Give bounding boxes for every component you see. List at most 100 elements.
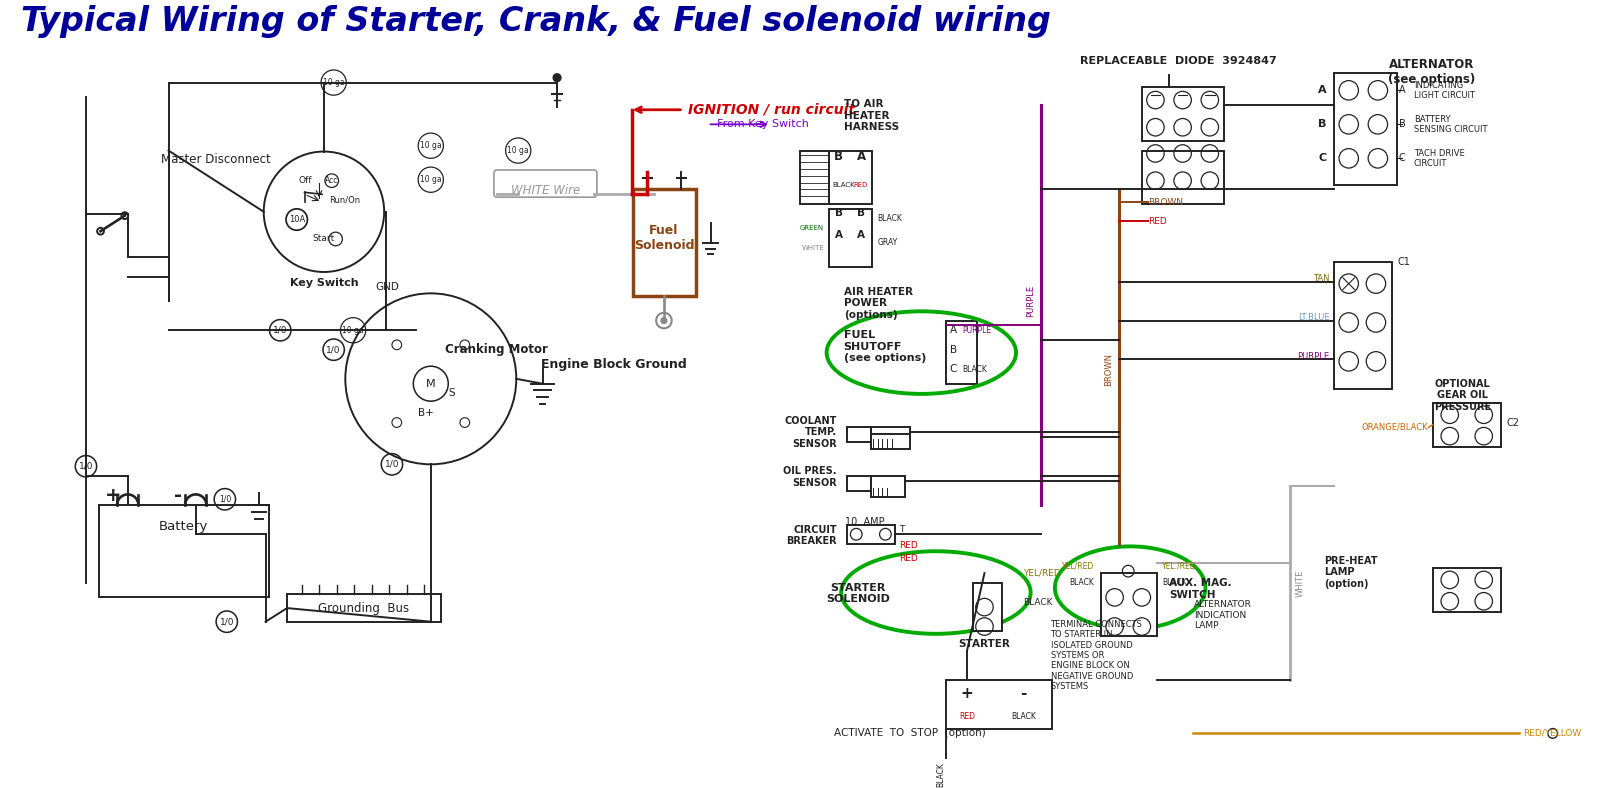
Text: A: A xyxy=(856,151,866,163)
Text: AIR HEATER
POWER
(options): AIR HEATER POWER (options) xyxy=(843,287,912,320)
Text: 1/0: 1/0 xyxy=(384,460,398,469)
Text: 10 ga: 10 ga xyxy=(419,141,442,151)
Text: -: - xyxy=(174,486,182,505)
Text: B: B xyxy=(1398,119,1405,129)
Bar xyxy=(1434,403,1501,447)
Text: BLACK: BLACK xyxy=(1069,578,1094,587)
Text: Engine Block Ground: Engine Block Ground xyxy=(541,358,686,371)
Text: OPTIONAL
GEAR OIL
PRESSURE: OPTIONAL GEAR OIL PRESSURE xyxy=(1434,379,1491,412)
Text: LT.BLUE: LT.BLUE xyxy=(1298,313,1330,322)
Text: Typical Wiring of Starter, Crank, & Fuel solenoid wiring: Typical Wiring of Starter, Crank, & Fuel… xyxy=(21,5,1051,38)
Bar xyxy=(1334,262,1392,388)
Text: WHITE Wire: WHITE Wire xyxy=(510,184,581,196)
Text: RED: RED xyxy=(1147,217,1166,226)
Text: M: M xyxy=(426,379,435,388)
Text: ALTERNATOR
(see options): ALTERNATOR (see options) xyxy=(1387,58,1475,86)
Text: WHITE: WHITE xyxy=(1296,569,1304,597)
Text: Fuel
Solenoid: Fuel Solenoid xyxy=(634,224,694,252)
Text: T: T xyxy=(899,525,904,534)
Text: RED: RED xyxy=(899,541,918,550)
Text: BLACK: BLACK xyxy=(878,214,902,223)
Text: Start: Start xyxy=(312,235,334,243)
Text: YEL/RED: YEL/RED xyxy=(1024,569,1061,578)
Text: 1/0: 1/0 xyxy=(219,495,230,504)
Text: 10 ga: 10 ga xyxy=(419,175,442,184)
Text: TERMINAL CONNECTS
TO STARTER IN
ISOLATED GROUND
SYSTEMS OR
ENGINE BLOCK ON
NEGAT: TERMINAL CONNECTS TO STARTER IN ISOLATED… xyxy=(1051,619,1142,691)
Text: TAN: TAN xyxy=(1314,274,1330,283)
Text: 10A: 10A xyxy=(288,215,306,224)
Text: STARTER: STARTER xyxy=(958,639,1011,649)
Text: A: A xyxy=(950,325,957,335)
Text: B: B xyxy=(1318,119,1326,129)
Text: PURPLE: PURPLE xyxy=(962,325,992,335)
Text: STARTER
SOLENOID: STARTER SOLENOID xyxy=(826,583,890,604)
Text: COOLANT
TEMP.
SENSOR: COOLANT TEMP. SENSOR xyxy=(784,416,837,449)
Text: 10 ga: 10 ga xyxy=(342,325,363,335)
Circle shape xyxy=(661,318,667,323)
Text: YEL/RED: YEL/RED xyxy=(1062,562,1094,571)
Text: +: + xyxy=(106,486,122,505)
Text: FUEL
SHUTOFF
(see options): FUEL SHUTOFF (see options) xyxy=(843,330,926,363)
Bar xyxy=(846,427,870,442)
Text: -: - xyxy=(1021,686,1027,701)
Text: PURPLE: PURPLE xyxy=(1026,285,1035,318)
Text: Off: Off xyxy=(299,177,312,185)
Text: Run/On: Run/On xyxy=(330,195,360,205)
Text: A: A xyxy=(1318,85,1326,95)
Text: YEL./RED: YEL./RED xyxy=(1162,562,1197,571)
Text: GREEN: GREEN xyxy=(800,225,824,231)
Text: GND: GND xyxy=(374,281,398,292)
Text: B: B xyxy=(950,344,957,355)
Text: Master Disconnect: Master Disconnect xyxy=(160,154,270,166)
Text: A: A xyxy=(1398,85,1405,95)
Text: BROWN: BROWN xyxy=(1147,198,1182,206)
Text: Grounding  Bus: Grounding Bus xyxy=(318,601,410,615)
Bar xyxy=(846,476,870,491)
Text: PRE-HEAT
LAMP
(option): PRE-HEAT LAMP (option) xyxy=(1325,556,1378,589)
Bar xyxy=(1142,87,1224,141)
Text: C: C xyxy=(1398,154,1405,163)
Text: C2: C2 xyxy=(1506,418,1518,428)
Text: 10  AMP: 10 AMP xyxy=(845,517,885,526)
Text: TACH DRIVE
CIRCUIT: TACH DRIVE CIRCUIT xyxy=(1414,149,1464,168)
Text: Acc: Acc xyxy=(325,177,339,185)
Text: CIRCUIT
BREAKER: CIRCUIT BREAKER xyxy=(786,525,837,546)
Text: RED: RED xyxy=(853,181,867,188)
Bar xyxy=(286,594,440,622)
Text: B: B xyxy=(834,151,843,163)
Bar xyxy=(1142,151,1224,204)
Text: Battery: Battery xyxy=(158,519,208,533)
Text: RED: RED xyxy=(958,712,974,721)
Text: OIL PRES.
SENSOR: OIL PRES. SENSOR xyxy=(784,466,837,488)
Text: 10 ga: 10 ga xyxy=(323,78,344,87)
Text: BATTERY
SENSING CIRCUIT: BATTERY SENSING CIRCUIT xyxy=(1414,114,1488,134)
Text: BROWN: BROWN xyxy=(1104,352,1112,385)
Text: INDICATING
LIGHT CIRCUIT: INDICATING LIGHT CIRCUIT xyxy=(1414,80,1475,100)
Bar xyxy=(946,680,1053,729)
Text: REPLACEABLE  DIODE  3924847: REPLACEABLE DIODE 3924847 xyxy=(1080,56,1277,66)
Text: B+: B+ xyxy=(418,408,434,418)
Bar xyxy=(973,583,1002,631)
Text: C1: C1 xyxy=(1397,258,1410,267)
Text: ACTIVATE  TO  STOP  (option): ACTIVATE TO STOP (option) xyxy=(834,728,986,738)
Text: IGNITION / run circuit: IGNITION / run circuit xyxy=(688,102,856,117)
Text: Cranking Motor: Cranking Motor xyxy=(445,344,549,356)
Bar xyxy=(829,209,872,267)
Bar xyxy=(870,476,906,497)
Text: ALTERNATOR
INDICATION
LAMP: ALTERNATOR INDICATION LAMP xyxy=(1194,600,1253,630)
Text: RED: RED xyxy=(899,554,918,563)
Bar xyxy=(829,151,872,204)
Text: Key Switch: Key Switch xyxy=(290,278,358,288)
Text: S: S xyxy=(450,388,456,399)
Text: BLACK: BLACK xyxy=(1011,712,1035,721)
Text: B: B xyxy=(835,208,843,217)
Text: WHITE: WHITE xyxy=(802,245,824,251)
Text: PURPLE: PURPLE xyxy=(1298,352,1330,361)
Bar xyxy=(846,525,894,544)
Text: 1/0: 1/0 xyxy=(326,345,341,354)
Text: BLACK: BLACK xyxy=(936,763,946,787)
Bar xyxy=(946,321,976,384)
Text: AUX. MAG.
SWITCH: AUX. MAG. SWITCH xyxy=(1170,578,1232,600)
Text: BLACK: BLACK xyxy=(1162,578,1187,587)
Text: 1/0: 1/0 xyxy=(219,617,234,626)
